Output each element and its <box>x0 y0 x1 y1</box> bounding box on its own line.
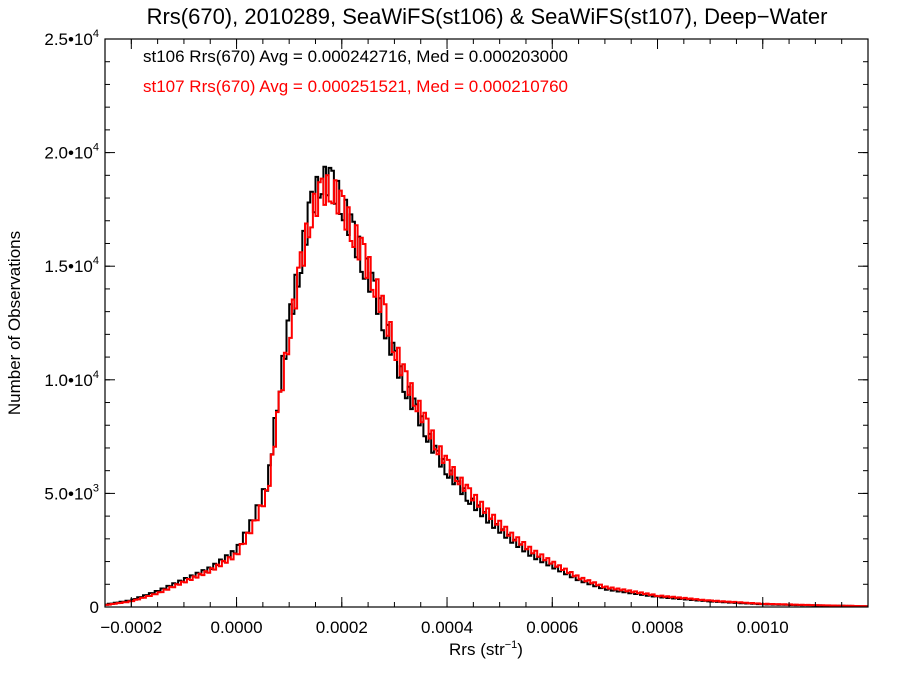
x-tick-label: 0.0010 <box>737 618 789 637</box>
y-tick-exponent: 4 <box>93 369 99 381</box>
x-tick-label: 0.0004 <box>421 618 473 637</box>
x-tick-label: −0.0002 <box>100 618 162 637</box>
x-axis: −0.0002 0.0000 0.0002 0.0004 0.0006 0.0008 0.0… <box>100 39 869 637</box>
y-tick-exponent: 4 <box>93 142 99 154</box>
x-axis-label-close: ) <box>517 640 523 659</box>
y-tick-mantissa: 0 <box>90 598 99 617</box>
chart-title: Rrs(670), 2010289, SeaWiFS(st106) & SeaW… <box>147 4 828 29</box>
y-tick-label: 0 <box>90 598 99 617</box>
y-tick-label: 2.5•104 <box>44 28 99 49</box>
stat-st106: st106 Rrs(670) Avg = 0.000242716, Med = … <box>143 47 568 66</box>
stat-st107: st107 Rrs(670) Avg = 0.000251521, Med = … <box>143 77 568 96</box>
x-tick-label: 0.0006 <box>526 618 578 637</box>
x-tick-label: 0.0000 <box>211 618 263 637</box>
y-tick-mantissa: 2.0•10 <box>44 144 93 163</box>
y-tick-exponent: 4 <box>93 28 99 40</box>
x-axis-label: Rrs (str−1) <box>449 639 523 659</box>
y-tick-exponent: 4 <box>93 255 99 267</box>
x-axis-label-superscript: −1 <box>505 639 518 651</box>
plot-frame <box>104 38 869 608</box>
y-tick-label: 1.5•104 <box>44 255 99 276</box>
y-axis-label: Number of Observations <box>5 231 24 415</box>
y-tick-exponent: 3 <box>93 482 99 494</box>
y-tick-label: 2.0•104 <box>44 142 99 163</box>
x-tick-label: 0.0002 <box>316 618 368 637</box>
y-tick-mantissa: 1.0•10 <box>44 371 93 390</box>
histogram-series-st107 <box>105 174 868 608</box>
y-tick-mantissa: 5.0•10 <box>44 484 93 503</box>
plot-area <box>105 165 868 608</box>
x-tick-label: 0.0008 <box>632 618 684 637</box>
y-tick-mantissa: 1.5•10 <box>44 257 93 276</box>
histogram-series-st106 <box>105 165 868 608</box>
y-tick-label: 1.0•104 <box>44 369 99 390</box>
y-tick-mantissa: 2.5•10 <box>44 30 93 49</box>
y-tick-label: 5.0•103 <box>44 482 99 503</box>
